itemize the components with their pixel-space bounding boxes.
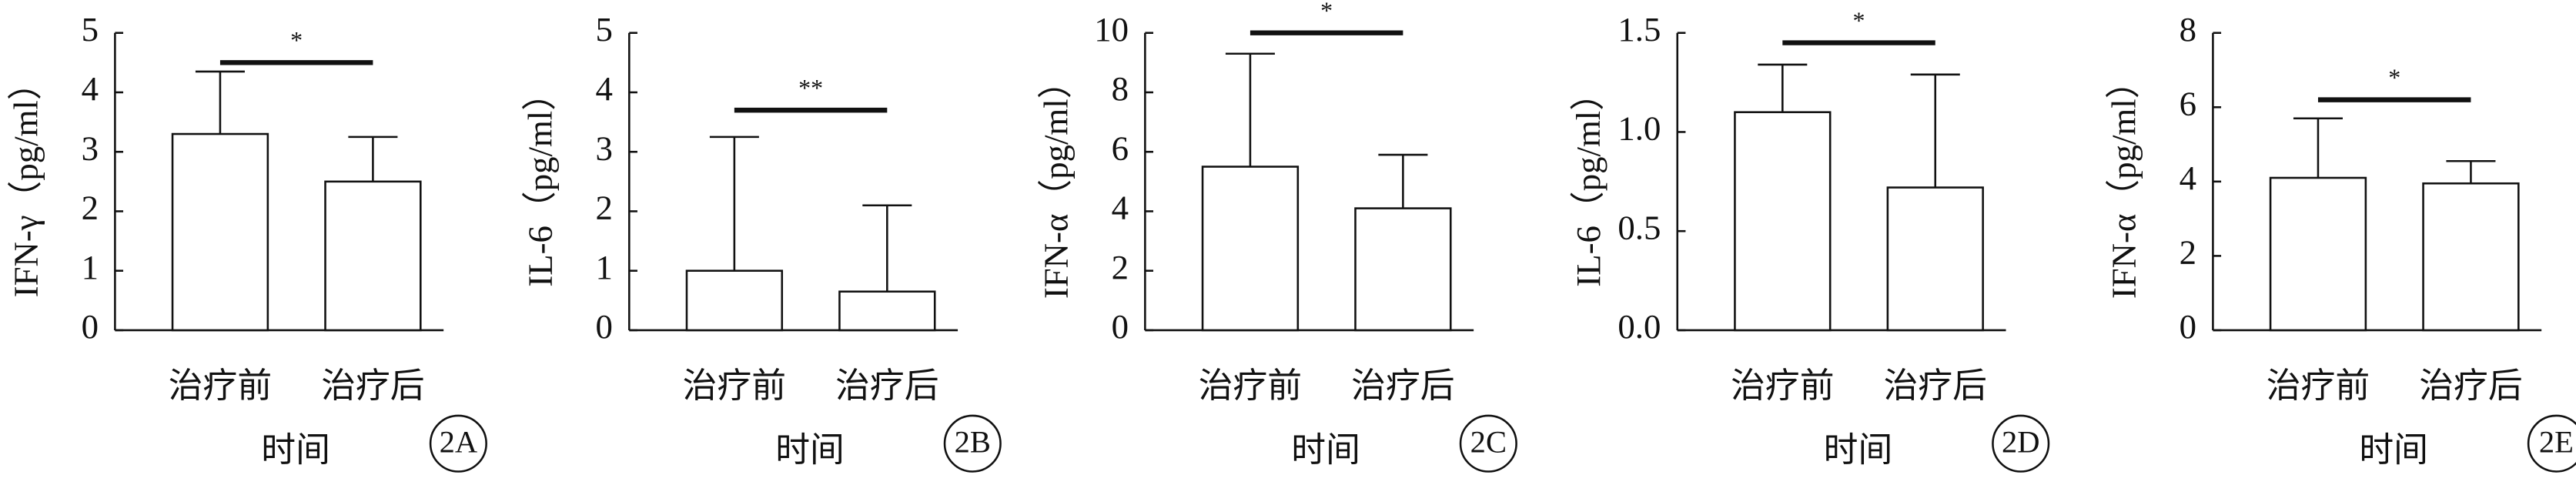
x-axis-label: 时间 xyxy=(1291,430,1360,469)
x-axis-label: 时间 xyxy=(1824,430,1893,469)
panel-label: 2C xyxy=(1470,425,1507,460)
y-tick-label: 0.0 xyxy=(1618,307,1661,346)
x-axis-label: 时间 xyxy=(2359,430,2428,469)
x-tick-label: 治疗后 xyxy=(1351,366,1454,405)
x-tick-label: 治疗前 xyxy=(1731,366,1834,405)
bar xyxy=(2422,182,2520,332)
panel-circle xyxy=(1992,414,2050,473)
panel-circle xyxy=(429,414,487,473)
y-tick-label: 5 xyxy=(82,10,99,48)
y-tick-label: 2 xyxy=(2180,233,2196,272)
y-tick-label: 8 xyxy=(2180,10,2196,48)
y-tick-label: 3 xyxy=(82,129,99,167)
significance-label: * xyxy=(1320,0,1333,24)
panel-circle xyxy=(2527,414,2576,473)
x-tick-label: 治疗前 xyxy=(1199,366,1302,405)
significance-label: * xyxy=(290,26,303,54)
panel-circle xyxy=(943,414,1002,473)
y-tick-label: 1.5 xyxy=(1618,10,1661,48)
y-tick-label: 2 xyxy=(1112,248,1129,286)
x-tick-label: 治疗后 xyxy=(835,366,938,405)
y-axis-label: IFN-γ（pg/ml） xyxy=(7,65,45,297)
bar xyxy=(1354,207,1452,332)
y-tick-label: 1 xyxy=(596,248,613,286)
y-tick-label: 0.5 xyxy=(1618,208,1661,246)
y-tick-label: 4 xyxy=(596,69,613,108)
y-tick-label: 1.0 xyxy=(1618,109,1661,148)
y-tick-label: 4 xyxy=(1112,189,1129,227)
bar xyxy=(324,180,422,332)
panel-circle xyxy=(1459,414,1517,473)
y-tick-label: 2 xyxy=(82,189,99,227)
panel-label: 2E xyxy=(2539,425,2574,460)
y-tick-label: 5 xyxy=(596,10,613,48)
bar xyxy=(1734,111,1832,332)
x-axis-label: 时间 xyxy=(261,430,330,469)
y-tick-label: 0 xyxy=(1112,307,1129,346)
bar xyxy=(838,290,936,332)
y-axis-label: IL-6（pg/ml） xyxy=(521,76,560,287)
y-axis-label: IL-6（pg/ml） xyxy=(1569,76,1607,287)
significance-label: ** xyxy=(798,74,823,102)
bar xyxy=(1886,186,1984,332)
x-tick-label: 治疗后 xyxy=(2419,366,2522,405)
bar xyxy=(1201,166,1300,332)
y-axis-label: IFN-α（pg/ml） xyxy=(2105,64,2143,299)
panel-label: 2A xyxy=(440,425,478,460)
significance-label: * xyxy=(2388,63,2400,91)
bar xyxy=(685,269,784,332)
y-tick-label: 6 xyxy=(2180,85,2196,123)
x-tick-label: 治疗前 xyxy=(2267,366,2370,405)
y-tick-label: 3 xyxy=(596,129,613,167)
panel-label: 2B xyxy=(955,425,991,460)
panel-label: 2D xyxy=(2002,425,2040,460)
y-tick-label: 0 xyxy=(82,307,99,346)
x-tick-label: 治疗后 xyxy=(321,366,424,405)
y-tick-label: 0 xyxy=(596,307,613,346)
y-tick-label: 4 xyxy=(82,69,99,108)
y-tick-label: 4 xyxy=(2180,159,2196,197)
y-tick-label: 2 xyxy=(596,189,613,227)
bar xyxy=(171,132,269,332)
y-tick-label: 0 xyxy=(2180,307,2196,346)
x-tick-label: 治疗后 xyxy=(1884,366,1987,405)
x-tick-label: 治疗前 xyxy=(683,366,786,405)
y-tick-label: 8 xyxy=(1112,69,1129,108)
x-axis-label: 时间 xyxy=(775,430,845,469)
y-tick-label: 1 xyxy=(82,248,99,286)
x-tick-label: 治疗前 xyxy=(169,366,272,405)
y-tick-label: 10 xyxy=(1094,10,1129,48)
y-axis-label: IFN-α（pg/ml） xyxy=(1037,64,1076,299)
bar xyxy=(2269,176,2367,332)
significance-label: * xyxy=(1853,6,1865,34)
y-tick-label: 6 xyxy=(1112,129,1129,167)
